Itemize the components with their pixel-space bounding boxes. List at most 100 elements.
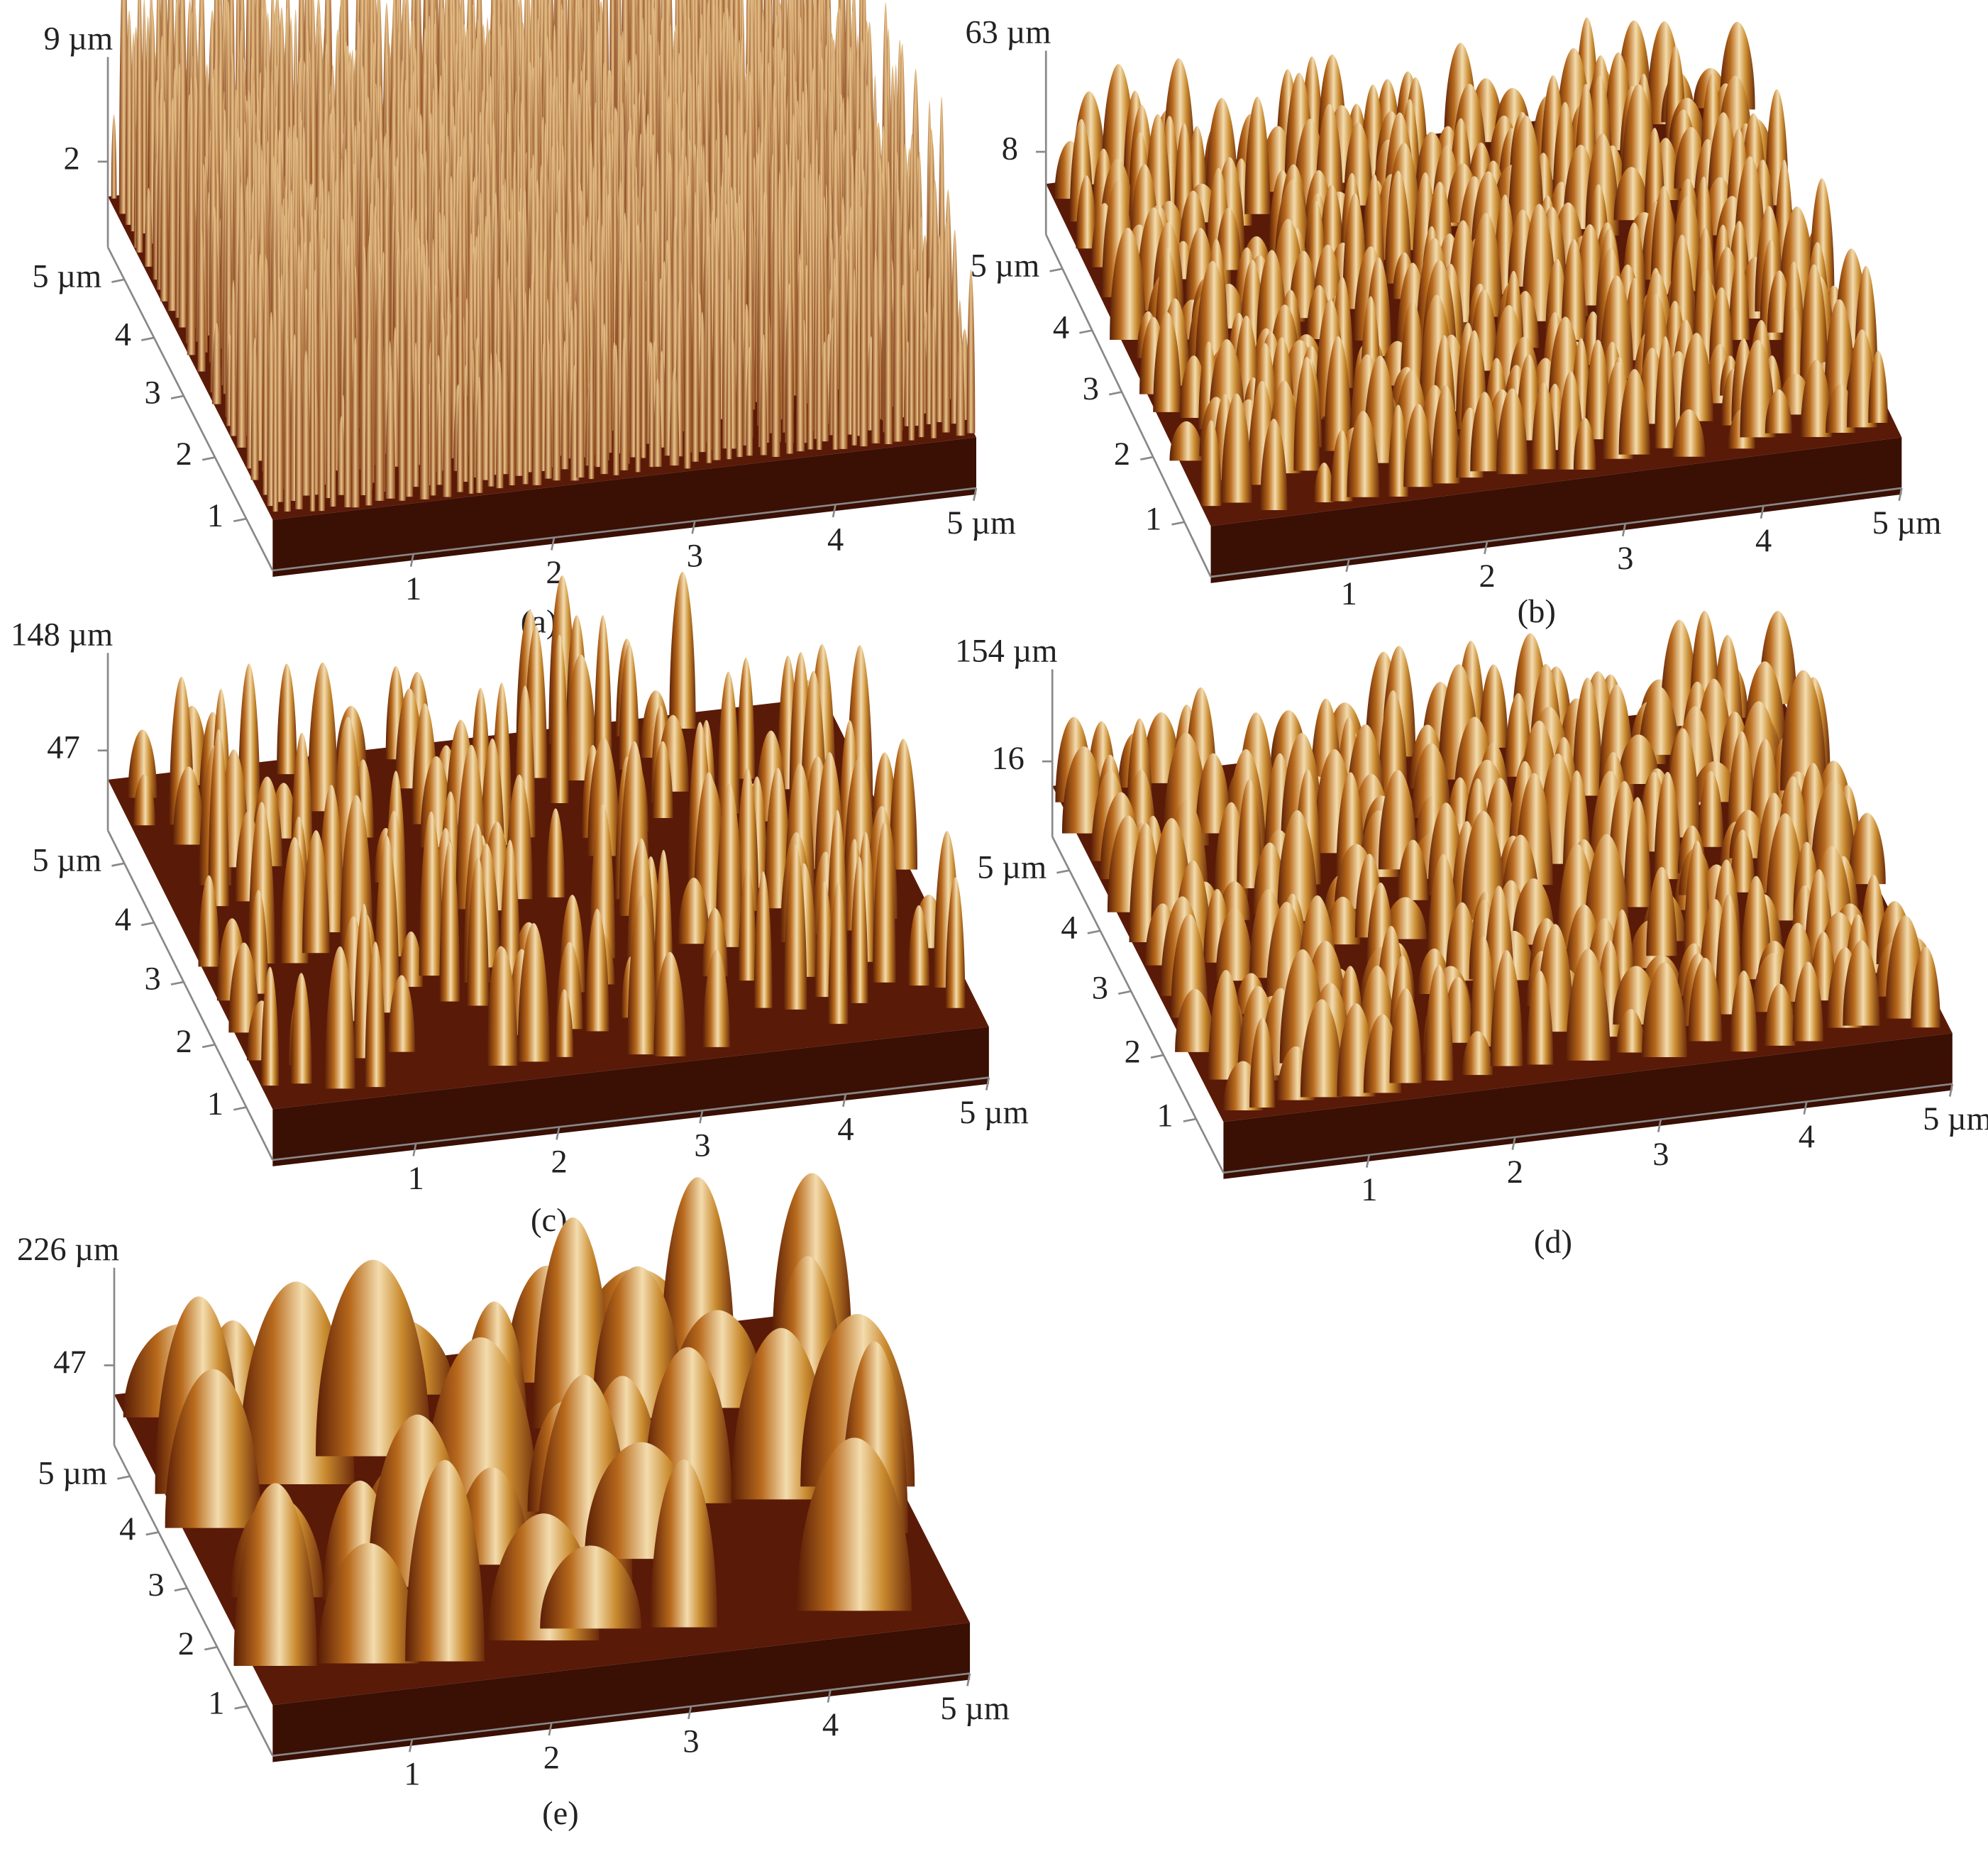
surface-peak <box>1765 389 1792 434</box>
z-mid-label: 47 <box>53 1344 86 1381</box>
surface-peak <box>187 77 196 355</box>
surface-peak <box>533 1217 613 1429</box>
x-tick <box>966 1673 971 1686</box>
surface-peak <box>555 989 574 1057</box>
depth-tick-label: 2 <box>1125 1034 1141 1071</box>
depth-axis <box>106 246 274 571</box>
surface-peak <box>1573 417 1596 470</box>
panel-caption: (e) <box>542 1796 579 1832</box>
depth-tick <box>233 1106 247 1111</box>
surface-peak <box>233 1483 317 1666</box>
depth-tick-label: 3 <box>145 375 161 412</box>
x-tick <box>1366 1154 1371 1168</box>
depth-tick <box>204 1646 218 1651</box>
depth-axis <box>113 1445 274 1757</box>
surface-peak <box>1320 184 1344 258</box>
surface-peak <box>1618 369 1650 455</box>
surface-peak <box>1249 1017 1276 1108</box>
surface-peak <box>838 197 848 449</box>
surface-peak <box>796 259 805 452</box>
surface-peak <box>693 772 724 923</box>
surface-peak <box>546 808 565 898</box>
surface-peak <box>587 737 620 856</box>
surface-peak <box>1208 970 1244 1080</box>
surface-peak <box>330 231 336 507</box>
surface-peak <box>280 836 309 963</box>
surface-peak <box>552 283 561 481</box>
x-tick <box>1484 541 1489 555</box>
surface-peak <box>337 416 346 495</box>
x-tick-label: 5 µm <box>1872 505 1942 541</box>
surface-peak <box>1650 186 1677 294</box>
surface-edge <box>272 1623 971 1762</box>
surface-peak <box>850 856 868 1003</box>
surface-peak <box>344 243 352 507</box>
x-tick <box>408 1739 414 1752</box>
surface-peak <box>653 378 662 467</box>
x-tick-label: 4 <box>837 1111 854 1147</box>
surface-peak <box>128 729 158 798</box>
depth-tick-label: 4 <box>115 317 131 353</box>
surface-peak <box>873 822 896 983</box>
surface-peak <box>1324 336 1352 451</box>
surface-peak <box>1313 462 1335 502</box>
panel-caption: (d) <box>1534 1224 1572 1260</box>
x-tick <box>832 504 836 518</box>
surface-peak <box>475 376 483 493</box>
depth-tick <box>117 1475 131 1480</box>
depth-tick-label: 4 <box>115 902 131 938</box>
surface-peak <box>588 346 595 480</box>
surface-peak <box>627 895 657 1055</box>
x-tick-label: 3 <box>1617 541 1633 577</box>
depth-axis <box>1045 233 1212 578</box>
surface-peak <box>930 307 937 438</box>
surface-peak <box>1175 988 1215 1052</box>
surface-peak <box>1623 797 1652 907</box>
surface-peak <box>941 221 951 433</box>
surface-peak <box>1868 350 1888 424</box>
surface-peak <box>487 352 495 487</box>
surface-peak <box>398 245 406 501</box>
x-axis <box>272 1672 971 1757</box>
depth-tick-label: 2 <box>1114 436 1130 473</box>
surface-peak <box>797 1437 912 1611</box>
x-tick-label: 4 <box>1755 523 1772 559</box>
x-tick-label: 2 <box>1507 1154 1523 1191</box>
surface-peak <box>712 216 722 460</box>
surface-peak <box>550 634 569 804</box>
depth-tick-label: 5 µm <box>32 259 101 295</box>
x-axis <box>272 1076 990 1161</box>
surface-peak <box>1200 420 1222 507</box>
surface-peak <box>652 741 673 819</box>
surface-peak <box>1470 392 1499 472</box>
surface-peak <box>1688 957 1723 1042</box>
z-top-label: 226 µm <box>17 1232 119 1268</box>
surface-peak <box>145 187 153 267</box>
surface-peak <box>1911 946 1940 1028</box>
surface-peak <box>814 880 834 998</box>
surface-peak <box>316 1259 431 1457</box>
surface-peak <box>1490 950 1523 1066</box>
surface-peak <box>1642 962 1687 1058</box>
surface-peak <box>133 774 155 826</box>
surface-peak <box>198 875 220 967</box>
surface-peak <box>496 361 504 489</box>
surface-peak <box>692 192 700 462</box>
surface-peak <box>1655 336 1677 448</box>
x-tick-label: 2 <box>1479 558 1495 595</box>
surface-peak <box>613 344 619 475</box>
surface-peak <box>653 951 686 1056</box>
surface-peak <box>111 114 117 199</box>
surface-peak <box>884 161 893 444</box>
surface-peak <box>1679 333 1713 421</box>
depth-tick <box>174 1586 187 1592</box>
surface-peak <box>1411 743 1451 818</box>
depth-tick-label: 1 <box>207 1086 223 1122</box>
surface-peak <box>753 871 773 1008</box>
surface-peak <box>1824 299 1855 403</box>
depth-tick <box>170 394 184 399</box>
surface-peak <box>1522 204 1557 321</box>
surface-peak <box>514 211 524 476</box>
surface-peak <box>1462 1031 1493 1076</box>
